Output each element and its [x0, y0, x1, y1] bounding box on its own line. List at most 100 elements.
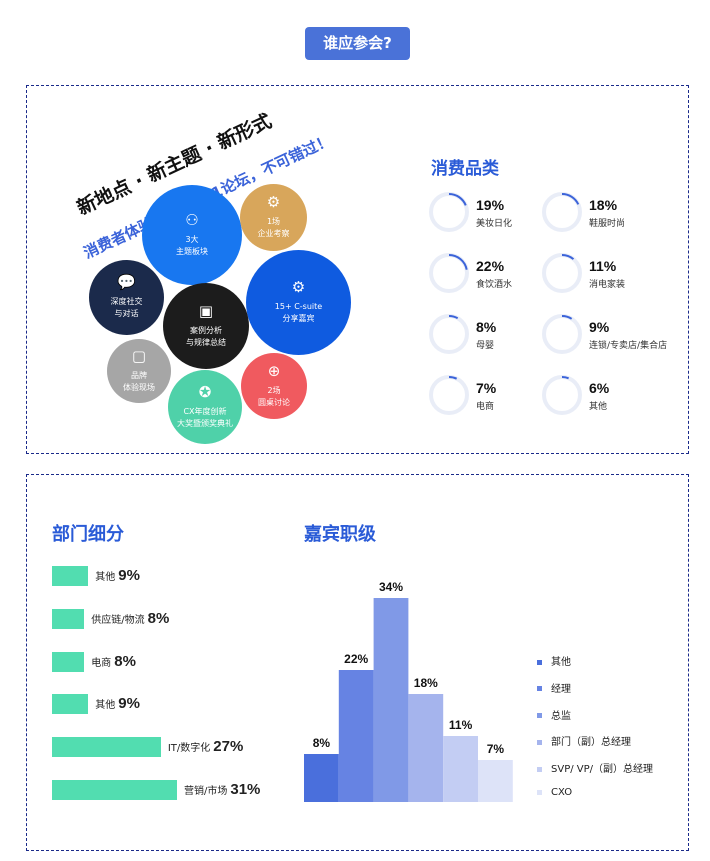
- overview-panel: [26, 85, 689, 454]
- department-value: 27%: [213, 738, 244, 756]
- category-ring: [542, 375, 582, 415]
- department-category: 其他: [95, 572, 116, 583]
- bubble-line-2: 大奖暨颁奖典礼: [177, 418, 233, 428]
- category-ring: [429, 375, 469, 415]
- category-ring-item: 6% 其他: [541, 374, 681, 418]
- department-bar: [52, 737, 161, 758]
- bubble-line-1: 1场: [266, 217, 281, 227]
- ring-arc: [543, 315, 581, 353]
- department-bar-label: 电商 8%: [91, 653, 136, 670]
- ring-arc: [543, 193, 581, 231]
- bubble-line-2: 圆桌讨论: [258, 397, 290, 407]
- bubble-line-1: CX年度创新: [183, 406, 227, 416]
- ring-value-label: 19%: [476, 197, 505, 213]
- bubble-line-1: 3大: [185, 234, 199, 244]
- category-ring-item: 8% 母婴: [428, 313, 568, 357]
- ring-category-label: 其他: [589, 402, 608, 412]
- people-icon: ⚇: [185, 210, 199, 229]
- ring-value-label: 8%: [476, 319, 497, 335]
- feature-bubble: ▣ 案例分析 与规律总结: [163, 283, 249, 369]
- bubble-line-2: 主题板块: [176, 246, 208, 256]
- legend-label: 其他: [551, 657, 571, 668]
- legend-entry: 其他: [537, 653, 571, 668]
- department-value: 8%: [147, 609, 170, 627]
- department-bar-label: IT/数字化 27%: [168, 738, 243, 755]
- legend-label: SVP/ VP/（副）总经理: [551, 764, 654, 776]
- ring-arc: [430, 315, 468, 353]
- breakdown-panel: [26, 474, 689, 851]
- ring-arc: [430, 376, 468, 414]
- category-title: 消费品类: [431, 159, 499, 179]
- category-ring-item: 18% 鞋服时尚: [541, 191, 681, 235]
- ring-arc: [543, 376, 581, 414]
- bubble-line-2: 分享嘉宾: [282, 314, 315, 323]
- bubble-line-2: 与对话: [114, 309, 139, 318]
- ring-category-label: 电商: [476, 402, 495, 412]
- department-bar: [52, 566, 89, 586]
- legend-swatch: [537, 659, 542, 665]
- ring-track: [429, 375, 469, 415]
- legend-entry: 部门（副）总经理: [537, 733, 631, 748]
- category-ring: [542, 253, 582, 293]
- department-bar-label: 其他 9%: [95, 567, 140, 584]
- category-ring-item: 22% 食饮酒水: [428, 252, 568, 296]
- feature-bubble: ⚙ 1场企业考察: [240, 184, 307, 251]
- legend-swatch: [537, 789, 542, 795]
- ring-value-label: 22%: [476, 258, 505, 274]
- department-bar-label: 供应链/物流 8%: [91, 610, 169, 627]
- department-value: 9%: [118, 567, 140, 584]
- department-value: 9%: [118, 695, 140, 713]
- legend-entry: SVP/ VP/（副）总经理: [537, 760, 653, 775]
- category-ring: [429, 253, 469, 293]
- feature-bubble: ✪ CX年度创新 大奖暨颁奖典礼: [168, 370, 242, 444]
- portrait-icon: ▢: [131, 346, 147, 365]
- department-value: 31%: [230, 781, 261, 798]
- ring-category-label: 美妆日化: [476, 219, 513, 229]
- roundtable-icon: ⊕: [267, 361, 281, 380]
- legend-swatch: [537, 739, 542, 745]
- bubble-line-1: 品牌: [131, 370, 147, 380]
- ring-value-label: 6%: [589, 380, 610, 396]
- ring-track: [542, 375, 582, 415]
- legend-label: 总监: [551, 710, 571, 722]
- feature-bubble: ⚙ 15+ C-suite 分享嘉宾: [246, 250, 351, 355]
- medal-icon: ✪: [198, 382, 212, 401]
- ring-category-label: 连锁/专卖店/集合店: [589, 341, 668, 351]
- feature-bubble: ⚇ 3大主题板块: [142, 185, 242, 285]
- department-title: 部门细分: [52, 524, 124, 545]
- department-category: 其他: [95, 700, 116, 712]
- department-bar-label: 其他 9%: [95, 695, 140, 712]
- bubble-line-2: 与规律总结: [186, 337, 226, 347]
- section-title-pill: 谁应参会?: [305, 27, 410, 60]
- bubble-line-2: 企业考察: [257, 229, 290, 238]
- feature-bubble: 💬 深度社交与对话: [89, 260, 164, 335]
- department-category: 营销/市场: [184, 786, 228, 797]
- ring-arc: [430, 193, 468, 231]
- legend-entry: CXO: [537, 787, 572, 798]
- legend-label: 经理: [551, 683, 571, 695]
- legend-swatch: [537, 686, 542, 692]
- ring-arc: [430, 254, 468, 292]
- department-category: 电商: [91, 657, 112, 669]
- category-ring: [429, 192, 469, 232]
- department-bar: [52, 651, 85, 672]
- ring-value-label: 18%: [589, 197, 618, 213]
- bubble-line-1: 深度社交: [110, 297, 143, 307]
- department-category: IT/数字化: [167, 743, 211, 755]
- chat-icon: 💬: [117, 273, 136, 292]
- ring-category-label: 消电家装: [589, 280, 626, 290]
- ring-category-label: 母婴: [476, 341, 495, 351]
- brain-icon: ⚙: [266, 193, 281, 212]
- category-ring-item: 11% 消电家装: [541, 252, 681, 296]
- ring-track: [542, 253, 582, 293]
- presentation-icon: ▣: [198, 301, 214, 320]
- category-ring: [542, 314, 582, 354]
- ring-category-label: 食饮酒水: [476, 280, 513, 290]
- department-value: 8%: [114, 652, 136, 670]
- ring-track: [429, 314, 469, 354]
- department-bar: [52, 694, 89, 715]
- legend-label: 部门（副）总经理: [551, 737, 631, 749]
- category-ring-item: 19% 美妆日化: [428, 191, 568, 235]
- department-category: 供应链/物流: [91, 614, 145, 626]
- feature-bubble: ⊕ 2场 圆桌讨论: [241, 353, 307, 419]
